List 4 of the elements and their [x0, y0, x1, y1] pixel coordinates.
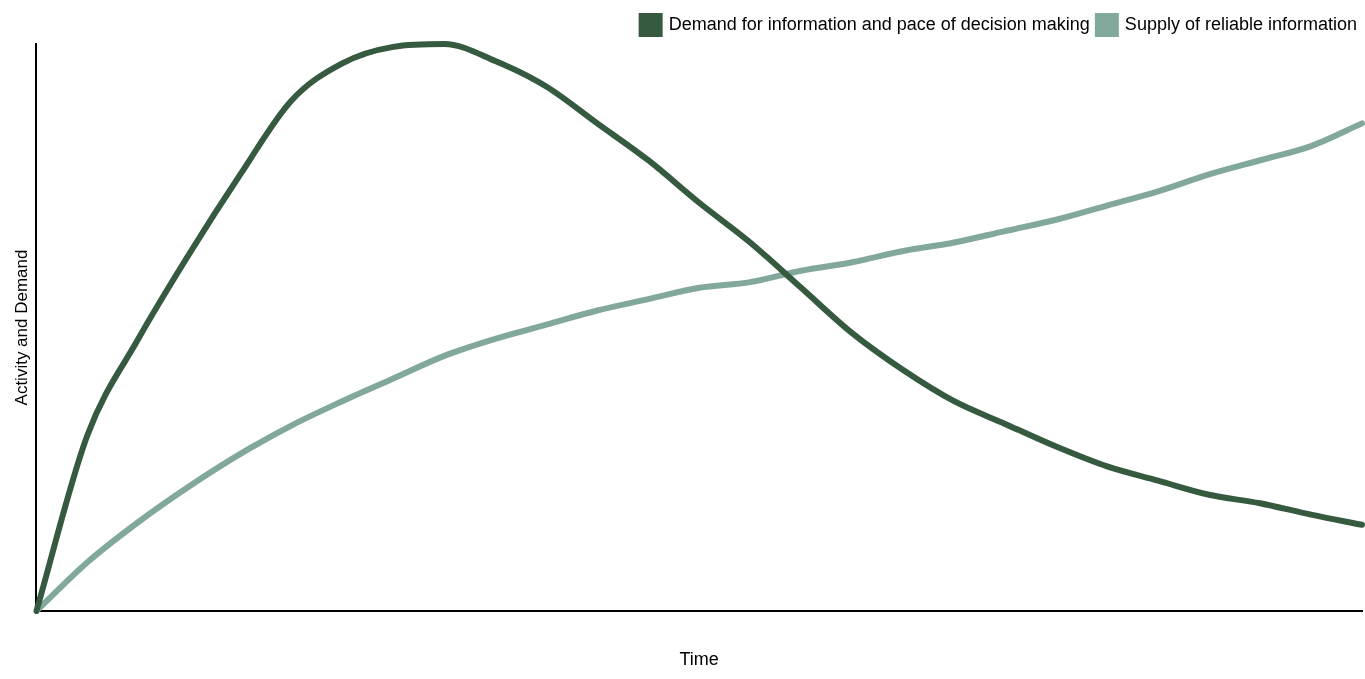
- x-axis-title: Time: [679, 649, 719, 670]
- legend-label: Supply of reliable information: [1124, 13, 1358, 34]
- y-axis-title: Activity and Demand: [11, 249, 31, 406]
- legend-label: Demand for information and pace of decision making: [668, 13, 1090, 34]
